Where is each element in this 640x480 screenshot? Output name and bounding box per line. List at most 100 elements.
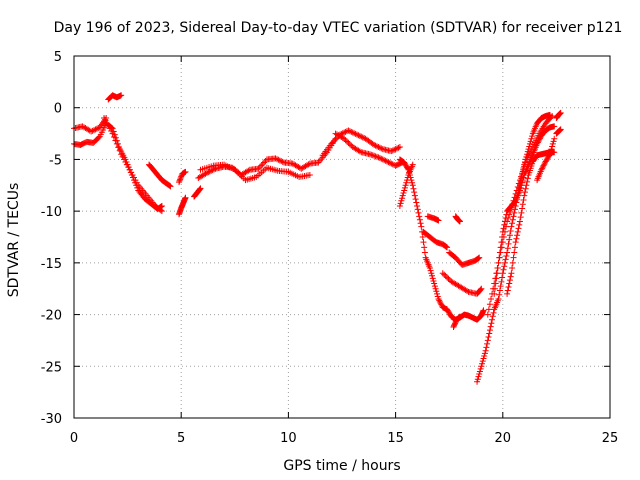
data-point (480, 355, 487, 362)
data-point (476, 371, 483, 378)
series-arc-g (176, 168, 189, 186)
data-point (417, 220, 424, 227)
data-point (134, 184, 141, 191)
data-point (546, 152, 553, 159)
x-tick-label: 25 (602, 431, 619, 446)
data-point (176, 177, 183, 184)
data-point (511, 249, 518, 256)
data-point (431, 280, 438, 287)
data-point (167, 183, 174, 190)
data-point (157, 207, 164, 214)
data-point (122, 159, 129, 166)
data-point (342, 137, 349, 144)
data-point (536, 136, 543, 143)
data-point (524, 178, 531, 185)
data-point (455, 314, 462, 321)
data-point (551, 135, 558, 142)
data-point (557, 109, 564, 116)
data-point (439, 270, 446, 277)
data-point (475, 255, 482, 262)
data-point (344, 138, 351, 145)
data-point (534, 139, 541, 146)
data-point (368, 151, 375, 158)
data-point (478, 363, 485, 370)
data-point (516, 221, 523, 228)
data-point (479, 358, 486, 365)
data-point (400, 190, 407, 197)
data-point (539, 165, 546, 172)
data-point (502, 215, 509, 222)
data-point (375, 154, 382, 161)
data-point (522, 185, 529, 192)
data-point (126, 166, 133, 173)
data-point (386, 159, 393, 166)
data-point (342, 128, 349, 135)
data-point (549, 112, 556, 119)
data-point (501, 221, 508, 228)
data-point (401, 187, 408, 194)
data-point (514, 232, 521, 239)
series-arc-p (424, 213, 442, 224)
data-point (479, 360, 486, 367)
data-point (105, 122, 112, 129)
data-point (494, 270, 501, 277)
data-point (133, 179, 140, 186)
data-point (374, 153, 381, 160)
data-point (272, 155, 279, 162)
data-point (538, 166, 545, 173)
data-point (474, 376, 481, 383)
series-arc-e (146, 161, 174, 190)
data-point (509, 216, 516, 223)
data-point (529, 133, 536, 140)
data-point (443, 243, 450, 250)
data-point (506, 277, 513, 284)
data-point (206, 168, 213, 175)
data-point (435, 217, 442, 224)
data-point (483, 344, 490, 351)
data-point (401, 184, 408, 191)
data-point (178, 173, 185, 180)
data-point (355, 132, 362, 139)
data-point (526, 143, 533, 150)
data-point (109, 130, 116, 137)
data-point (421, 249, 428, 256)
data-point (389, 147, 396, 154)
x-tick-label: 0 (70, 431, 78, 446)
data-point (496, 249, 503, 256)
data-point (273, 156, 280, 163)
data-point (371, 141, 378, 148)
data-point (359, 134, 366, 141)
data-point (519, 201, 526, 208)
data-point (436, 297, 443, 304)
data-point (505, 240, 512, 247)
data-point (378, 155, 385, 162)
data-point (507, 227, 514, 234)
data-point (356, 132, 363, 139)
data-point (391, 146, 398, 153)
data-point (503, 211, 510, 218)
data-point (132, 177, 139, 184)
data-point (345, 127, 352, 134)
data-point (508, 270, 515, 277)
data-point (504, 249, 511, 256)
data-point (456, 314, 463, 321)
data-point (338, 130, 345, 137)
y-tick-label: -20 (41, 309, 62, 324)
data-point (505, 283, 512, 290)
series-arc-d (101, 115, 165, 215)
axis-ticks (73, 55, 611, 419)
data-point (396, 144, 403, 151)
y-tick-label: 5 (54, 50, 62, 65)
data-point (540, 162, 547, 169)
data-point (438, 301, 445, 308)
data-point (499, 270, 506, 277)
data-point (398, 197, 405, 204)
series-arc-s (452, 213, 463, 225)
series-arc-za (553, 126, 564, 137)
data-point (89, 127, 96, 134)
data-point (95, 134, 102, 141)
data-point (404, 177, 411, 184)
data-point (102, 117, 109, 124)
data-point (514, 228, 521, 235)
